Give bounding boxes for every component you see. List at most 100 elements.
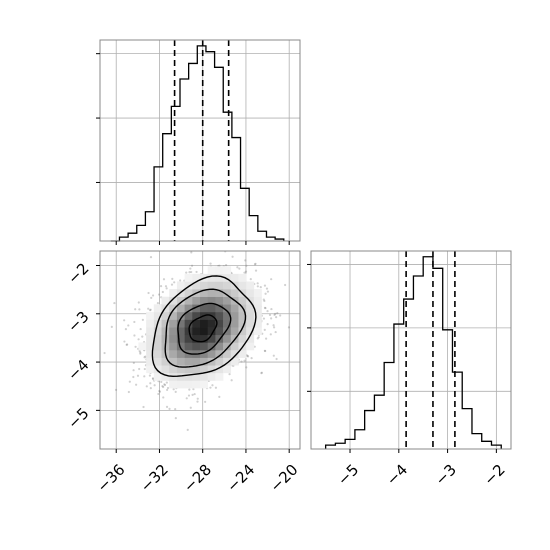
scatter-point (160, 380, 163, 384)
scatter-point (263, 306, 267, 309)
scatter-point (250, 357, 253, 360)
density-cell (146, 319, 155, 328)
density-cell (169, 296, 178, 305)
histogram-panel-param-2: −5 −4 −3 −2 (307, 250, 512, 489)
histogram-bar (171, 106, 180, 241)
scatter-point (158, 389, 161, 393)
scatter-point (143, 375, 146, 378)
scatter-point (243, 271, 246, 274)
scatter-point (190, 251, 193, 254)
scatter-point (185, 397, 188, 400)
density-cell (223, 342, 232, 351)
scatter-point (144, 355, 147, 358)
histogram-bar (163, 134, 172, 241)
density-cell (223, 266, 232, 275)
scatter-point (230, 379, 233, 382)
density-cell (176, 365, 185, 374)
scatter-point (264, 292, 267, 295)
density-cell (215, 327, 224, 336)
histogram-bar (128, 233, 137, 241)
histogram-bar (482, 441, 492, 449)
scatter-point (162, 385, 165, 389)
scatter-point (141, 318, 144, 321)
x-tick-label: −24 (223, 461, 258, 496)
scatter-point (204, 400, 207, 403)
scatter-point (139, 351, 142, 354)
density-cell (223, 365, 232, 374)
density-cell (223, 327, 232, 336)
density-cell (207, 365, 216, 374)
scatter-point (166, 388, 169, 392)
scatter-point (254, 262, 257, 265)
histogram-bar (249, 216, 258, 241)
scatter-point (270, 307, 273, 311)
scatter-point (132, 375, 135, 379)
density-cell (223, 319, 232, 328)
density-cell (153, 350, 162, 358)
scatter-point (274, 312, 277, 315)
scatter-point (195, 270, 198, 274)
density-cell (207, 266, 216, 275)
scatter-point (147, 307, 150, 310)
density-cell (215, 311, 224, 320)
y-tick-label: −5 (64, 404, 92, 432)
x-tick-label: −5 (334, 461, 362, 489)
density-cell (230, 273, 239, 282)
density-cell (207, 327, 216, 336)
density-cell (200, 372, 208, 381)
scatter-point (136, 374, 140, 377)
scatter-point (137, 301, 140, 304)
y-tick-label: −2 (64, 259, 92, 287)
density-cell (161, 357, 170, 366)
density-cell (153, 334, 162, 343)
density-cell (215, 273, 224, 282)
y-tick-label: −3 (64, 308, 92, 336)
scatter-point (259, 286, 262, 289)
density-cell (169, 327, 178, 336)
density-cell (161, 372, 170, 381)
density-cell (184, 365, 193, 374)
scatter-point (147, 291, 150, 295)
density-cell (207, 319, 216, 328)
scatter-point (163, 383, 166, 386)
density-cell (146, 342, 155, 351)
scatter-point (123, 319, 126, 322)
scatter-point (145, 385, 148, 388)
density-cell (169, 357, 178, 366)
scatter-point (192, 388, 195, 391)
scatter-point (158, 390, 162, 393)
scatter-point (138, 308, 141, 311)
scatter-point (275, 316, 278, 319)
scatter-point (268, 313, 272, 317)
density-cell (192, 311, 201, 320)
scatter-point (153, 384, 156, 387)
scatter-point (262, 298, 265, 301)
scatter-point (196, 397, 199, 400)
density-cell (169, 342, 178, 351)
scatter-point (162, 396, 165, 399)
density-cell (246, 289, 255, 297)
histogram-bar (223, 112, 232, 241)
density-cell (184, 289, 193, 297)
density-cell (230, 357, 239, 366)
density-cell (223, 281, 232, 290)
density-cell (246, 327, 255, 336)
scatter-point (185, 271, 188, 274)
x-tick-label: −36 (93, 461, 128, 496)
scatter-point (257, 336, 260, 339)
density-cell (230, 327, 239, 336)
density-cell (192, 357, 201, 366)
density-cell (215, 365, 224, 374)
scatter-point (244, 259, 247, 262)
scatter-point (163, 383, 167, 387)
density-contour (177, 302, 232, 355)
density-cell (184, 319, 193, 328)
density-cell (246, 319, 255, 328)
scatter-point (189, 267, 192, 270)
panel-frame (310, 250, 512, 450)
density-cell (253, 311, 262, 320)
scatter-point (262, 317, 266, 320)
histogram-bar (258, 231, 267, 241)
density-cell (215, 342, 224, 351)
density-cell (169, 319, 178, 328)
